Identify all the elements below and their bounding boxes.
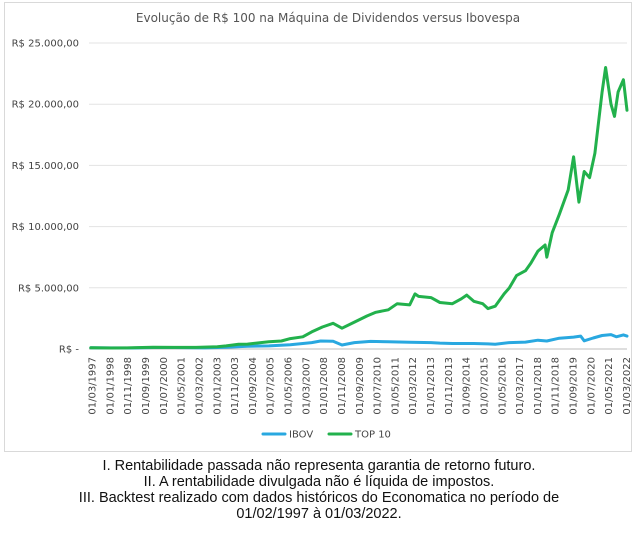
x-tick-label: 01/01/2003 bbox=[212, 357, 223, 415]
footnote-1: I. Rentabilidade passada não representa … bbox=[102, 458, 536, 474]
x-tick-label: 01/05/2016 bbox=[497, 357, 508, 415]
legend-label: TOP 10 bbox=[354, 430, 391, 441]
x-tick-label: 01/03/2007 bbox=[301, 357, 312, 415]
x-tick-label: 01/01/2018 bbox=[533, 357, 544, 415]
x-tick-label: 01/11/2003 bbox=[230, 357, 241, 415]
series-line-top-10 bbox=[89, 66, 629, 350]
x-tick-label: 01/09/2014 bbox=[462, 357, 473, 415]
x-tick-label: 01/07/2000 bbox=[159, 357, 170, 415]
footnotes: I. Rentabilidade passada não representa … bbox=[0, 458, 638, 522]
x-tick-label: 01/03/2022 bbox=[622, 357, 631, 415]
x-tick-label: 01/03/2012 bbox=[408, 357, 419, 415]
footnote-3: III. Backtest realizado com dados histór… bbox=[78, 490, 560, 506]
x-tick-label: 01/09/1999 bbox=[141, 357, 152, 415]
x-tick-label: 01/07/2020 bbox=[586, 357, 597, 415]
x-tick-label: 01/05/2001 bbox=[177, 357, 188, 415]
x-tick-label: 01/03/2017 bbox=[515, 357, 526, 415]
x-tick-label: 01/07/2015 bbox=[479, 357, 490, 415]
footnote-2: II. A rentabilidade divulgada não é líqu… bbox=[143, 474, 495, 490]
x-tick-label: 01/05/2011 bbox=[390, 357, 401, 415]
x-tick-label: 01/07/2005 bbox=[266, 357, 277, 415]
y-tick-label: R$ 15.000,00 bbox=[12, 161, 79, 172]
x-tick-label: 01/01/2013 bbox=[426, 357, 437, 415]
x-tick-label: 01/09/2019 bbox=[569, 357, 580, 415]
x-tick-label: 01/05/2006 bbox=[284, 357, 295, 415]
x-tick-label: 01/09/2004 bbox=[248, 357, 259, 415]
x-tick-label: 01/09/2009 bbox=[355, 357, 366, 415]
x-tick-label: 01/11/2018 bbox=[551, 357, 562, 415]
y-tick-label: R$ 10.000,00 bbox=[12, 222, 79, 233]
x-tick-label: 01/07/2010 bbox=[373, 357, 384, 415]
series-line-ibov bbox=[89, 333, 629, 350]
y-tick-label: R$ - bbox=[59, 345, 79, 356]
legend-label: IBOV bbox=[289, 430, 313, 441]
x-tick-label: 01/11/1998 bbox=[123, 357, 134, 415]
y-tick-label: R$ 20.000,00 bbox=[12, 100, 79, 111]
x-tick-label: 01/05/2021 bbox=[604, 357, 615, 415]
x-tick-label: 01/11/2013 bbox=[444, 357, 455, 415]
y-tick-label: R$ 5.000,00 bbox=[18, 283, 79, 294]
x-tick-label: 01/01/1998 bbox=[105, 357, 116, 415]
chart-container: Evolução de R$ 100 na Máquina de Dividen… bbox=[4, 2, 632, 452]
footnote-4: 01/02/1997 à 01/03/2022. bbox=[236, 506, 402, 522]
y-tick-label: R$ 25.000,00 bbox=[12, 39, 79, 50]
x-tick-label: 01/03/1997 bbox=[88, 357, 99, 415]
x-tick-label: 01/03/2002 bbox=[194, 357, 205, 415]
line-chart: Evolução de R$ 100 na Máquina de Dividen… bbox=[12, 11, 631, 441]
x-tick-label: 01/11/2008 bbox=[337, 357, 348, 415]
x-tick-label: 01/01/2008 bbox=[319, 357, 330, 415]
chart-title: Evolução de R$ 100 na Máquina de Dividen… bbox=[136, 11, 520, 25]
